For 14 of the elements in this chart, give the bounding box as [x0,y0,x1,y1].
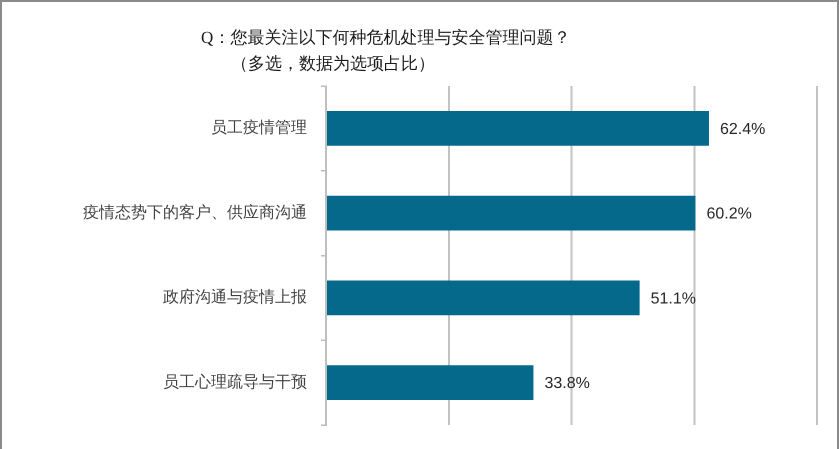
y-tick-label: 疫情态势下的客户、供应商沟通 [83,202,307,222]
data-label: 51.1% [650,290,696,308]
bar [327,196,696,230]
y-tick-label: 员工心理疏导与干预 [163,372,307,391]
data-label: 60.2% [706,206,752,223]
chart-title: Q：您最关注以下何种危机处理与安全管理问题？ [201,28,570,48]
data-label: 33.8% [544,375,590,392]
chart-subtitle: （多选，数据为选项占比） [231,54,435,74]
y-tick-label: 政府沟通与疫情上报 [163,287,307,306]
bar [327,280,640,316]
bar [327,365,534,400]
y-tick-label: 员工疫情管理 [211,118,307,137]
bar [327,111,709,146]
data-label: 62.4% [720,120,766,138]
